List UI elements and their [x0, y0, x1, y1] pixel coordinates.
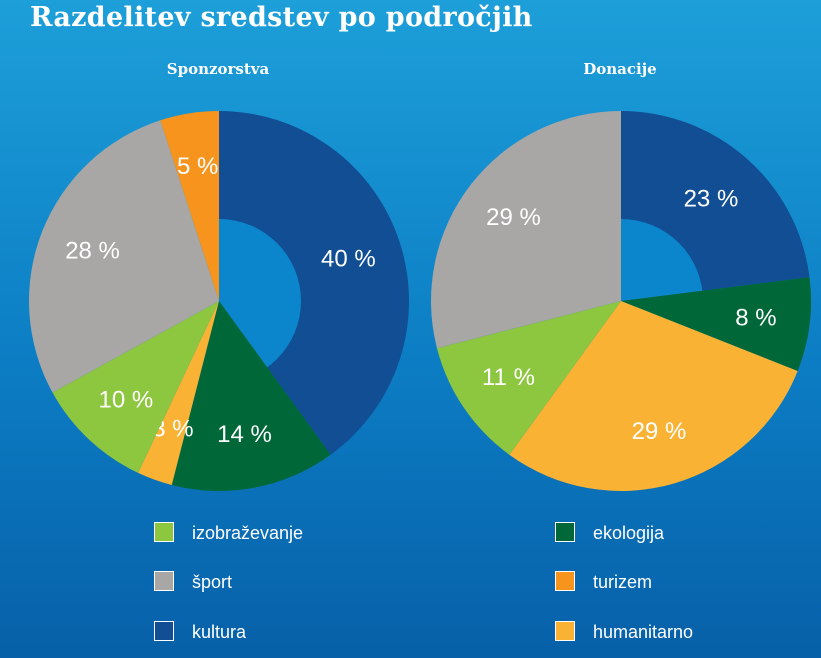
- chart-title-donacije: Donacije: [583, 60, 657, 78]
- legend-label: izobraževanje: [192, 523, 304, 543]
- pie-slice-ekologija: [621, 277, 811, 371]
- legend-label: humanitarno: [593, 622, 694, 642]
- pie-slice-humanitarno: [138, 301, 219, 486]
- slice-label-izobrazevanje: 11 %: [482, 364, 535, 391]
- slice-label-sport: 29 %: [486, 204, 541, 231]
- slice-label-kultura: 40 %: [321, 245, 376, 272]
- chart-title-sponzorstva: Sponzorstva: [166, 60, 270, 78]
- slice-label-humanitarno: 29 %: [632, 418, 687, 445]
- legend-swatch: [154, 621, 174, 641]
- legend-label: šport: [192, 572, 233, 592]
- legend-swatch: [555, 571, 575, 591]
- pie-slice-ekologija: [171, 301, 331, 491]
- pie-slice-sport: [28, 120, 219, 393]
- pie-slice-humanitarno: [509, 301, 798, 492]
- slice-label-sport: 28 %: [65, 237, 120, 264]
- pie-slice-izobrazevanje: [436, 301, 621, 455]
- pie-slice-izobrazevanje: [52, 301, 219, 473]
- legend-label: ekologija: [593, 523, 665, 543]
- pie-slice-turizem: [160, 111, 219, 301]
- slice-label-turizem: 5 %: [177, 153, 218, 180]
- legend-swatch: [555, 522, 575, 542]
- pie-slice-sport: [431, 111, 621, 349]
- slice-label-ekologija: 14 %: [217, 421, 272, 448]
- legend-label: turizem: [593, 572, 653, 592]
- pie-slice-kultura: [219, 111, 409, 455]
- slice-label-izobrazevanje: 10 %: [99, 387, 154, 414]
- legend-swatch: [154, 571, 174, 591]
- legend-swatch: [154, 522, 174, 542]
- slice-label-ekologija: 8 %: [735, 305, 776, 332]
- legend-label: kultura: [192, 622, 247, 642]
- page-title: Razdelitev sredstev po področjih: [30, 2, 533, 33]
- legend-swatch: [555, 621, 575, 641]
- slice-label-kultura: 23 %: [684, 185, 739, 212]
